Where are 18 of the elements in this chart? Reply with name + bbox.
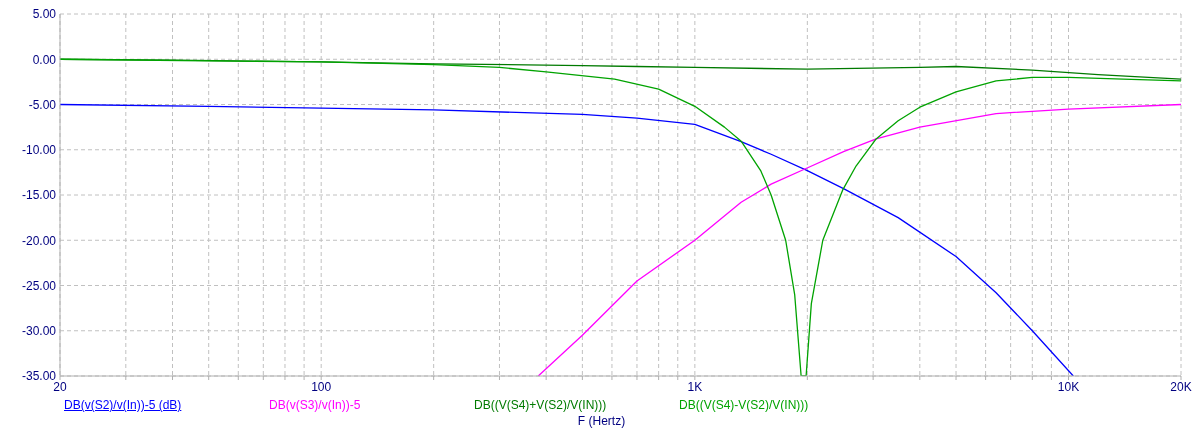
text: DB(v(S2)/v(In))-5 (dB) xyxy=(64,398,183,412)
y-tick-label: -5.00 xyxy=(28,97,57,112)
y-tick-label: -10.00 xyxy=(21,143,57,158)
x-tick-label: 20K xyxy=(1170,379,1192,394)
y-tick-label: 0.00 xyxy=(32,52,57,67)
y-tick-label: -30.00 xyxy=(21,324,57,339)
y-tick-label: -20.00 xyxy=(21,233,57,248)
text: DB(v(S3)/v(In))-5 xyxy=(269,398,362,412)
y-tick-label: -15.00 xyxy=(21,188,57,203)
x-tick-label: 10K xyxy=(1057,379,1080,394)
y-tick-label: 5.00 xyxy=(32,7,57,22)
x-tick-label: 20 xyxy=(53,379,67,394)
series-label: DB((V(S4)-V(S2)/V(IN))) xyxy=(679,398,810,412)
x-tick-label: 1K xyxy=(687,379,703,394)
x-axis-title: F (Hertz) xyxy=(576,414,627,428)
text: DB((V(S4)+V(S2)/V(IN))) xyxy=(474,398,608,412)
x-tick-label: 100 xyxy=(311,379,332,394)
y-tick-label: -25.00 xyxy=(21,278,57,293)
